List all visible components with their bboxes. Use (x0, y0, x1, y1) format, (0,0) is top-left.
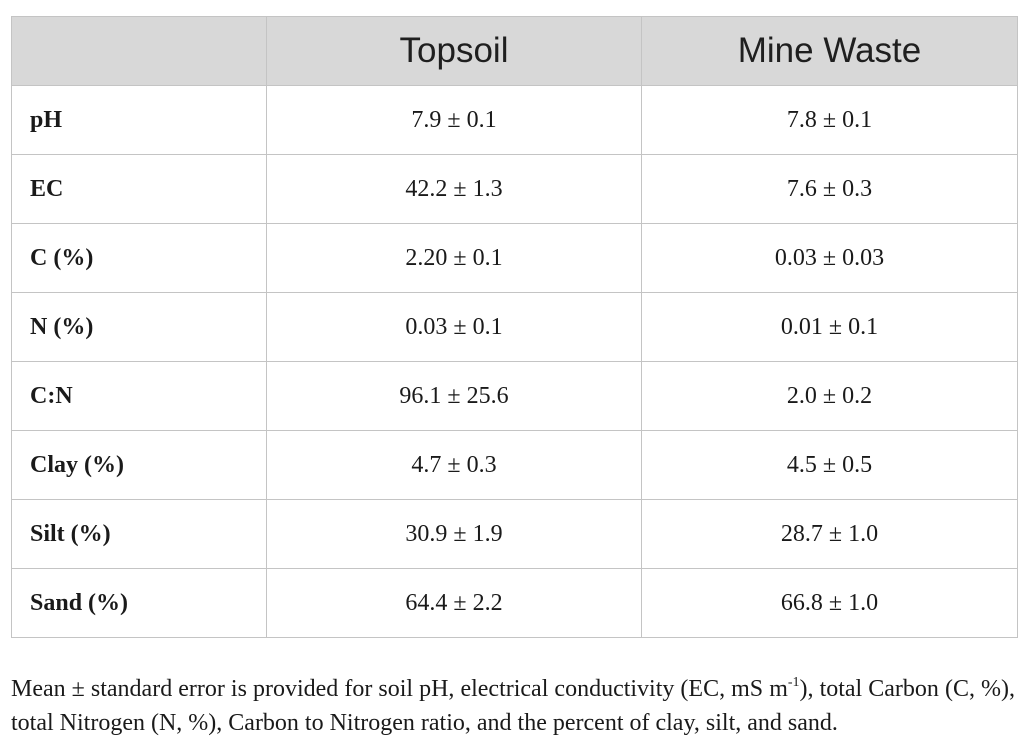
caption-text-part2: ), total Carbon (C, %), total Nitrogen (… (11, 676, 1015, 736)
table-row: pH 7.9 ± 0.1 7.8 ± 0.1 (11, 85, 1018, 155)
soil-properties-table: Topsoil Mine Waste pH 7.9 ± 0.1 7.8 ± 0.… (11, 16, 1018, 638)
header-corner (11, 16, 267, 86)
topsoil-value: 0.03 ± 0.1 (266, 292, 642, 362)
table-row: C (%) 2.20 ± 0.1 0.03 ± 0.03 (11, 223, 1018, 293)
caption-superscript: -1 (787, 675, 800, 690)
table-body: pH 7.9 ± 0.1 7.8 ± 0.1 EC 42.2 ± 1.3 7.6… (11, 85, 1018, 638)
mine-waste-value: 0.03 ± 0.03 (641, 223, 1018, 293)
row-label: N (%) (11, 292, 267, 362)
mine-waste-value: 2.0 ± 0.2 (641, 361, 1018, 431)
table-row: C:N 96.1 ± 25.6 2.0 ± 0.2 (11, 361, 1018, 431)
mine-waste-value: 28.7 ± 1.0 (641, 499, 1018, 569)
header-mine-waste: Mine Waste (641, 16, 1018, 86)
row-label: pH (11, 85, 267, 155)
topsoil-value: 4.7 ± 0.3 (266, 430, 642, 500)
row-label: C (%) (11, 223, 267, 293)
topsoil-value: 96.1 ± 25.6 (266, 361, 642, 431)
mine-waste-value: 7.8 ± 0.1 (641, 85, 1018, 155)
table-row: Clay (%) 4.7 ± 0.3 4.5 ± 0.5 (11, 430, 1018, 500)
row-label: Clay (%) (11, 430, 267, 500)
row-label: C:N (11, 361, 267, 431)
table-row: EC 42.2 ± 1.3 7.6 ± 0.3 (11, 154, 1018, 224)
row-label: EC (11, 154, 267, 224)
table-row: Silt (%) 30.9 ± 1.9 28.7 ± 1.0 (11, 499, 1018, 569)
topsoil-value: 7.9 ± 0.1 (266, 85, 642, 155)
caption-text-part1: Mean ± standard error is provided for so… (11, 676, 788, 702)
table-row: Sand (%) 64.4 ± 2.2 66.8 ± 1.0 (11, 568, 1018, 638)
topsoil-value: 42.2 ± 1.3 (266, 154, 642, 224)
header-topsoil: Topsoil (266, 16, 642, 86)
row-label: Silt (%) (11, 499, 267, 569)
table-row: N (%) 0.03 ± 0.1 0.01 ± 0.1 (11, 292, 1018, 362)
table-caption: Mean ± standard error is provided for so… (11, 672, 1015, 740)
topsoil-value: 30.9 ± 1.9 (266, 499, 642, 569)
topsoil-value: 2.20 ± 0.1 (266, 223, 642, 293)
mine-waste-value: 66.8 ± 1.0 (641, 568, 1018, 638)
mine-waste-value: 7.6 ± 0.3 (641, 154, 1018, 224)
header-row: Topsoil Mine Waste (11, 16, 1018, 86)
mine-waste-value: 4.5 ± 0.5 (641, 430, 1018, 500)
topsoil-value: 64.4 ± 2.2 (266, 568, 642, 638)
mine-waste-value: 0.01 ± 0.1 (641, 292, 1018, 362)
row-label: Sand (%) (11, 568, 267, 638)
table-header: Topsoil Mine Waste (11, 16, 1018, 86)
